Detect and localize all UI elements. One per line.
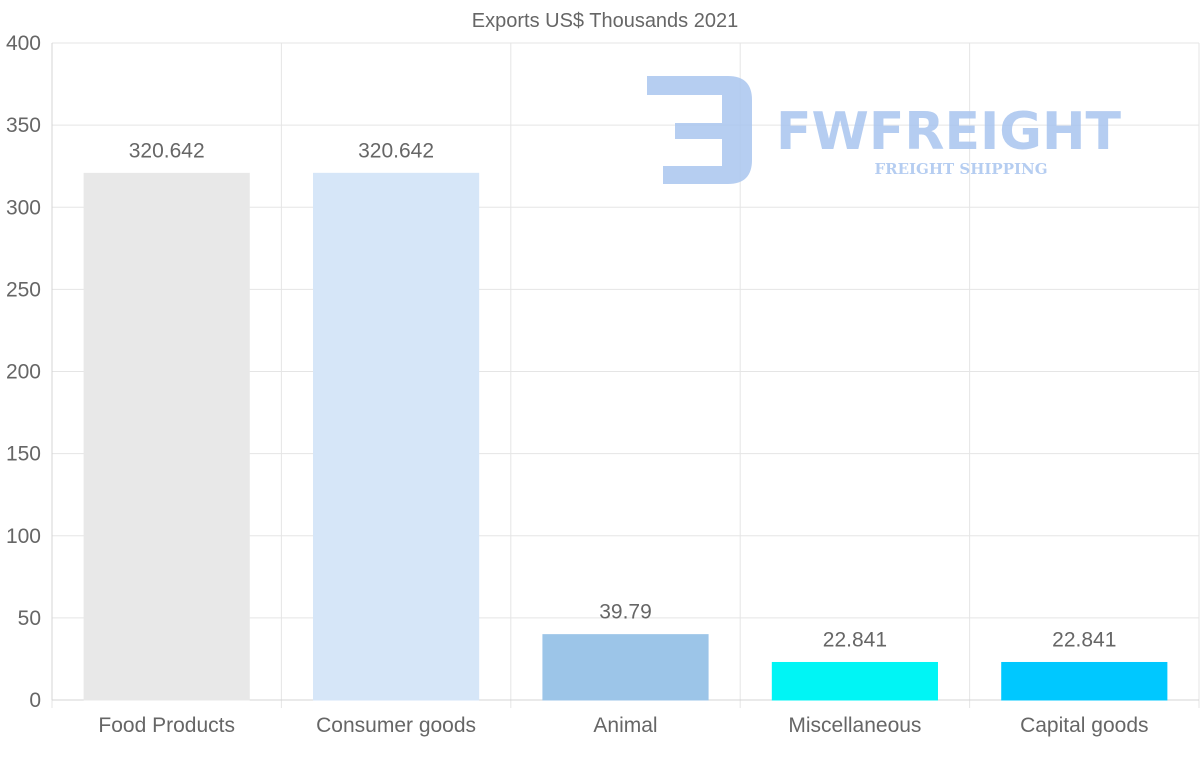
bar-consumer-goods: [313, 172, 480, 701]
x-tick-label: Miscellaneous: [788, 714, 921, 737]
y-tick-label: 200: [6, 361, 41, 384]
watermark-tagline: FREIGHT SHIPPING: [874, 160, 1047, 178]
bar-miscellaneous: [771, 661, 938, 701]
y-tick-label: 0: [29, 689, 41, 712]
value-labels: 320.642 320.642 39.79 22.841 22.841: [129, 139, 1117, 651]
y-tick-label: 100: [6, 525, 41, 548]
y-tick-label: 150: [6, 443, 41, 466]
y-axis-ticks: 0 50 100 150 200 250 300 350 400: [6, 32, 41, 712]
value-label: 22.841: [1052, 628, 1116, 651]
x-tick-label: Food Products: [98, 714, 235, 737]
value-label: 39.79: [599, 601, 652, 624]
y-tick-label: 400: [6, 32, 41, 55]
brand-logo-icon: [647, 76, 752, 184]
x-axis-ticks: Food Products Consumer goods Animal Miscell…: [98, 714, 1148, 737]
y-tick-label: 250: [6, 278, 41, 301]
watermark: FWFREIGHT FREIGHT SHIPPING: [647, 76, 1122, 184]
chart-title: Exports US$ Thousands 2021: [472, 10, 738, 32]
bars: [83, 172, 1168, 701]
watermark-brand: FWFREIGHT: [776, 102, 1122, 162]
value-label: 22.841: [823, 628, 887, 651]
bar-capital-goods: [1001, 661, 1168, 701]
value-label: 320.642: [129, 139, 205, 162]
y-tick-label: 350: [6, 114, 41, 137]
y-tick-label: 300: [6, 196, 41, 219]
x-tick-label: Capital goods: [1020, 714, 1148, 737]
value-label: 320.642: [358, 139, 434, 162]
y-tick-label: 50: [18, 607, 41, 630]
bar-food-products: [83, 172, 250, 701]
x-tick-label: Consumer goods: [316, 714, 476, 737]
bar-animal: [542, 634, 709, 701]
x-tick-label: Animal: [593, 714, 657, 737]
